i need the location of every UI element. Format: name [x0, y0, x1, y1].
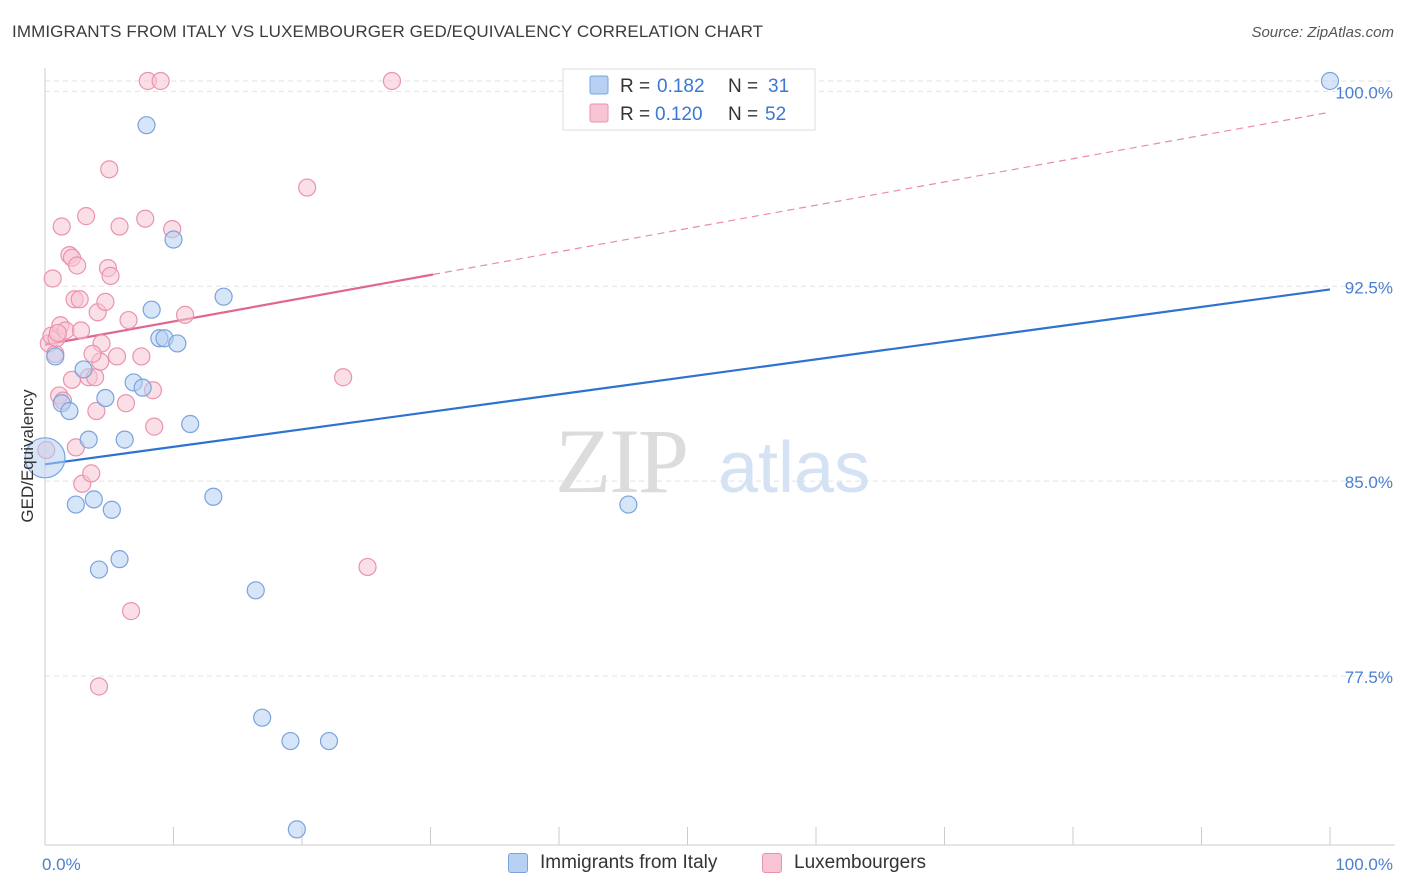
legend-swatch-pink	[589, 103, 609, 123]
legend-item-italy[interactable]: Immigrants from Italy	[508, 852, 717, 874]
y-tick-label: 92.5%	[1345, 278, 1393, 297]
luxembourgers-point	[151, 71, 170, 91]
italy-swatch	[508, 853, 528, 873]
italy-point	[110, 550, 129, 569]
luxembourgers-point	[382, 71, 402, 91]
y-tick-label: 85.0%	[1345, 473, 1393, 492]
trend-line-dashed-pink	[432, 111, 1331, 276]
luxembourgers-point	[83, 344, 102, 363]
watermark-atlas: atlas	[718, 428, 870, 508]
watermark: ZIP atlas	[555, 410, 870, 512]
italy-point	[74, 360, 93, 379]
legend-n-label-2: N =	[728, 104, 758, 125]
italy-point	[84, 490, 103, 509]
y-tick-label: 100.0%	[1335, 83, 1393, 102]
italy-point	[204, 487, 223, 506]
italy-point	[79, 430, 98, 449]
luxembourgers-point	[116, 394, 136, 413]
luxembourgers-point	[132, 347, 151, 366]
italy-point	[137, 116, 156, 135]
legend-item-luxembourgers[interactable]: Luxembourgers	[762, 852, 926, 874]
x-tick-label-min: 0.0%	[42, 855, 81, 874]
italy-point	[102, 500, 121, 519]
legend-swatch-blue	[589, 75, 609, 95]
italy-point	[66, 495, 85, 514]
italy-points	[24, 71, 1340, 839]
luxembourgers-point	[121, 602, 141, 621]
y-axis-label: GED/Equivalency	[18, 389, 37, 523]
italy-point	[46, 347, 65, 366]
luxembourgers-point	[119, 310, 138, 330]
luxembourgers-point	[100, 160, 119, 179]
watermark-zip: ZIP	[555, 410, 687, 512]
luxembourgers-point	[175, 305, 195, 324]
luxembourgers-legend-label: Luxembourgers	[794, 852, 927, 873]
luxembourgers-point	[77, 207, 96, 226]
legend-n-label-1: N =	[728, 76, 758, 97]
italy-point	[1320, 71, 1340, 91]
luxembourgers-point	[68, 256, 87, 275]
luxembourgers-point	[43, 269, 62, 288]
italy-point	[246, 581, 265, 600]
luxembourgers-points	[37, 71, 402, 696]
luxembourgers-point	[107, 347, 127, 366]
italy-point	[115, 430, 134, 449]
source-label: Source: ZipAtlas.com	[1251, 24, 1394, 41]
luxembourgers-point	[101, 266, 120, 285]
luxembourgers-point	[358, 557, 377, 577]
italy-point	[142, 300, 161, 319]
trend-line-blue	[44, 288, 1331, 466]
luxembourgers-point	[298, 178, 317, 197]
italy-point	[133, 378, 152, 397]
luxembourgers-point	[70, 290, 89, 309]
italy-point	[214, 287, 233, 306]
chart-title: IMMIGRANTS FROM ITALY VS LUXEMBOURGER GE…	[12, 22, 764, 41]
italy-point	[89, 560, 109, 579]
x-tick-labels: 0.0% 100.0%	[42, 855, 1393, 874]
italy-point	[168, 334, 187, 353]
luxembourgers-swatch	[762, 853, 782, 873]
luxembourgers-point	[48, 323, 67, 343]
italy-point	[319, 731, 339, 751]
legend-n-value-1: 31	[768, 76, 789, 97]
luxembourgers-point	[89, 677, 109, 696]
luxembourgers-point	[145, 417, 164, 436]
luxembourgers-point	[334, 368, 353, 387]
luxembourgers-point	[52, 217, 71, 236]
italy-point	[24, 437, 66, 479]
legend-r-value-1: 0.182	[657, 76, 705, 97]
luxembourgers-point	[82, 464, 101, 483]
italy-point	[164, 230, 183, 249]
luxembourgers-point	[71, 321, 91, 340]
italy-point	[181, 414, 200, 434]
italy-point	[253, 708, 272, 727]
trend-lines	[44, 111, 1331, 466]
y-tick-label: 77.5%	[1345, 668, 1393, 687]
legend-r-label-2: R =	[620, 104, 650, 125]
legend-n-value-2: 52	[765, 104, 786, 125]
legend-r-value-2: 0.120	[655, 104, 703, 125]
luxembourgers-point	[87, 401, 106, 421]
trend-line-pink	[44, 273, 434, 346]
stats-legend: R = 0.182 N = 31 R = 0.120 N = 52	[562, 68, 816, 131]
italy-legend-label: Immigrants from Italy	[540, 852, 718, 873]
italy-point	[60, 401, 79, 421]
bottom-legend: Immigrants from Italy Luxembourgers	[0, 852, 1406, 878]
y-tick-labels: 100.0% 92.5% 85.0% 77.5%	[1335, 83, 1393, 687]
italy-point	[287, 820, 306, 839]
legend-r-label-1: R =	[620, 76, 650, 97]
x-tick-label-max: 100.0%	[1335, 855, 1393, 874]
luxembourgers-point	[136, 209, 155, 228]
italy-point	[96, 388, 115, 408]
italy-point	[281, 731, 300, 751]
italy-point	[619, 495, 638, 514]
luxembourgers-point	[110, 217, 129, 236]
luxembourgers-point	[96, 292, 115, 311]
